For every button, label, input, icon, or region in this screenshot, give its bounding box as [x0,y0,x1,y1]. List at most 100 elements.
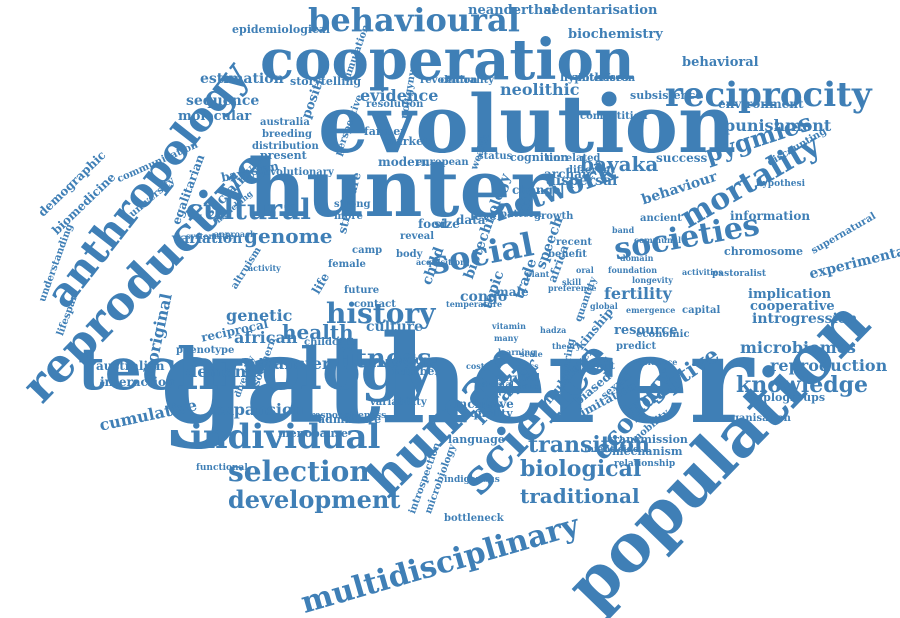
word: systematic [186,231,234,241]
word: plant [526,269,550,279]
word: epidemiological [232,23,331,36]
word: competition [580,111,648,122]
word: camp [352,245,383,256]
word: childcare [304,337,357,348]
word: communal [634,235,681,245]
word: size [434,217,460,231]
word: recent [556,237,592,248]
word: approach [214,229,256,239]
word: history [326,297,436,330]
word: resolution [366,99,424,110]
word: selection [228,455,370,488]
word: infanticide [584,445,639,455]
word: european [416,157,469,168]
word: cognition [510,151,569,164]
word: hunter [248,141,553,235]
word: distribution [252,141,319,152]
word: food [418,217,448,231]
word: inclusive [454,397,514,411]
word: admixture [318,413,382,426]
word: variability [370,397,427,408]
word: farmer [364,125,407,138]
word: knowledge [736,372,868,398]
word: transmission [608,433,688,446]
word: life [309,270,333,297]
word: different [566,165,615,176]
word: market [384,135,429,148]
word: breeding [262,129,313,140]
word: biochemistry [568,27,663,42]
word: congo [460,289,508,305]
word: status [478,151,513,162]
word: relationship [614,459,676,469]
word: information [730,209,811,223]
word: variation [172,231,243,247]
word: quality [470,407,513,420]
word: residence [634,357,678,367]
word: male [496,285,529,299]
word: neanderthal [468,3,557,18]
word: evolutionary [264,167,334,178]
word: present [260,149,307,162]
word: strong [334,199,371,210]
word: scale [520,349,543,359]
word: data [456,213,486,227]
word: growth [534,211,574,222]
word: behavioral [682,55,759,70]
word: longevity [632,275,673,285]
word: benefit [548,249,587,260]
word: acquisition [416,257,466,267]
word: activities [682,267,723,277]
word: preference [548,283,597,293]
word: temperature [446,299,503,309]
word: individual [190,417,381,457]
word: sequence [186,93,260,109]
word: ancient [640,213,682,224]
word: introgression [752,311,858,327]
word: parental [476,379,514,389]
word: resource [614,323,678,338]
word: many [494,333,519,343]
word: interferon [578,73,636,84]
word: survival [496,373,540,384]
word: australia [260,117,310,128]
word: traditional [520,484,640,508]
word: vitamin [492,321,526,331]
word: hypothesi [756,179,805,189]
word: neolithic [500,80,580,99]
word: level [470,209,502,223]
word: sedentarisation [544,3,658,18]
word: theory [552,341,581,351]
word: environment [718,97,804,111]
word: emergence [626,305,676,315]
word: genome [244,224,333,248]
word: oral [576,265,594,275]
word: hadza [540,325,567,335]
word: bayaka [580,152,659,176]
word: punishment [724,116,832,135]
word: organisation [720,413,791,424]
word: learning [498,347,536,357]
word: implication [748,287,832,302]
word: evolution [318,77,737,171]
word: australian [96,359,165,373]
word: expansion [214,400,305,419]
word: activity [248,263,281,273]
word: revolution [420,75,478,86]
word: cooperative [750,299,835,314]
word: modern [378,155,430,169]
word: future [344,285,380,296]
word: transfer [258,354,331,373]
word: cost [466,361,485,371]
word: african [234,328,298,347]
word: economic [636,329,690,340]
word: subsistence [630,89,703,102]
word: contact [354,299,396,310]
word: fitness [336,344,432,374]
word: health [282,320,354,344]
word: supernatural [809,210,878,257]
word: interaction [100,375,175,389]
word: behavioural [308,1,520,39]
word: menopause [278,427,348,440]
